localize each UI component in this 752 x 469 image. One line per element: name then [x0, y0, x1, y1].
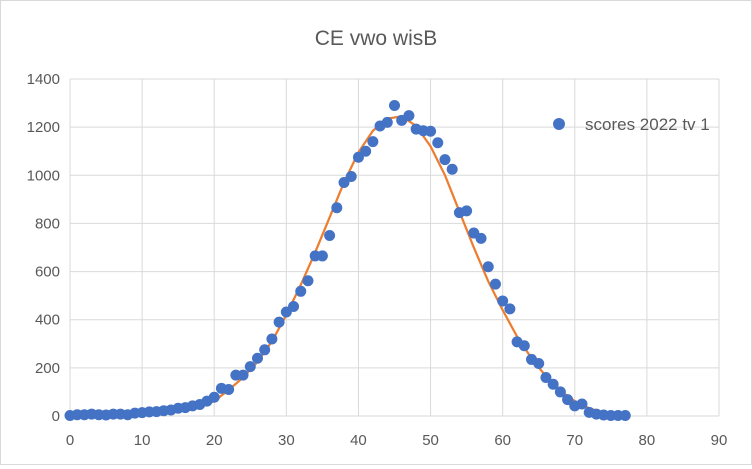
data-point [244, 361, 256, 373]
data-point [403, 110, 415, 122]
data-point [316, 250, 328, 262]
x-tick-label: 50 [422, 432, 439, 449]
data-point [425, 125, 437, 137]
data-point [533, 358, 545, 370]
data-point [518, 340, 530, 352]
data-point [237, 369, 249, 381]
grid-lines [69, 78, 720, 417]
data-point [352, 151, 364, 163]
data-point [259, 344, 271, 356]
y-tick-label: 200 [35, 360, 60, 377]
data-point [266, 333, 278, 345]
x-tick-label: 80 [639, 432, 656, 449]
data-point [367, 136, 379, 148]
x-tick-label: 70 [566, 432, 583, 449]
y-tick-labels: 0 200 400 600 800 1000 1200 1400 [27, 71, 60, 425]
data-point [554, 386, 566, 398]
y-tick-label: 800 [35, 215, 60, 232]
x-tick-label: 20 [206, 432, 223, 449]
legend-marker [553, 118, 565, 130]
data-point [324, 229, 336, 241]
data-point [345, 170, 357, 182]
data-point [302, 275, 314, 287]
legend: scores 2022 tv 1 [553, 115, 710, 134]
x-tick-label: 30 [278, 432, 295, 449]
data-point [562, 394, 574, 406]
data-point [489, 278, 501, 290]
data-point [432, 137, 444, 149]
data-point [497, 295, 509, 307]
y-tick-label: 1400 [27, 71, 60, 88]
x-tick-label: 40 [350, 432, 367, 449]
x-tick-label: 60 [494, 432, 511, 449]
fitted-curve-line [69, 115, 626, 417]
x-tick-labels: 0 10 20 30 40 50 60 70 80 90 [66, 432, 728, 449]
data-point [381, 116, 393, 128]
y-tick-label: 1200 [27, 119, 60, 136]
data-point [331, 202, 343, 214]
data-point [482, 261, 494, 273]
data-point [360, 145, 372, 157]
data-point [295, 285, 307, 297]
data-point [288, 300, 300, 312]
data-point [439, 154, 451, 166]
legend-label: scores 2022 tv 1 [585, 115, 710, 134]
data-point [461, 205, 473, 217]
data-point [389, 99, 400, 111]
data-point [540, 371, 552, 383]
data-point [475, 232, 487, 244]
y-tick-label: 600 [35, 264, 60, 281]
data-point [223, 384, 235, 396]
y-tick-label: 1000 [27, 167, 60, 184]
data-point [273, 316, 285, 328]
data-point [208, 391, 220, 403]
data-point [576, 398, 588, 410]
y-tick-label: 400 [35, 312, 60, 329]
y-tick-label: 0 [52, 408, 60, 425]
data-point [504, 303, 516, 315]
data-points [64, 99, 631, 422]
data-point [251, 352, 263, 364]
data-point [619, 410, 631, 422]
data-point [446, 163, 458, 175]
x-tick-label: 0 [66, 432, 74, 449]
data-point [338, 177, 350, 189]
chart-title: CE vwo wisB [315, 27, 438, 50]
data-point [547, 378, 559, 390]
x-tick-label: 90 [711, 432, 728, 449]
x-tick-label: 10 [134, 432, 151, 449]
